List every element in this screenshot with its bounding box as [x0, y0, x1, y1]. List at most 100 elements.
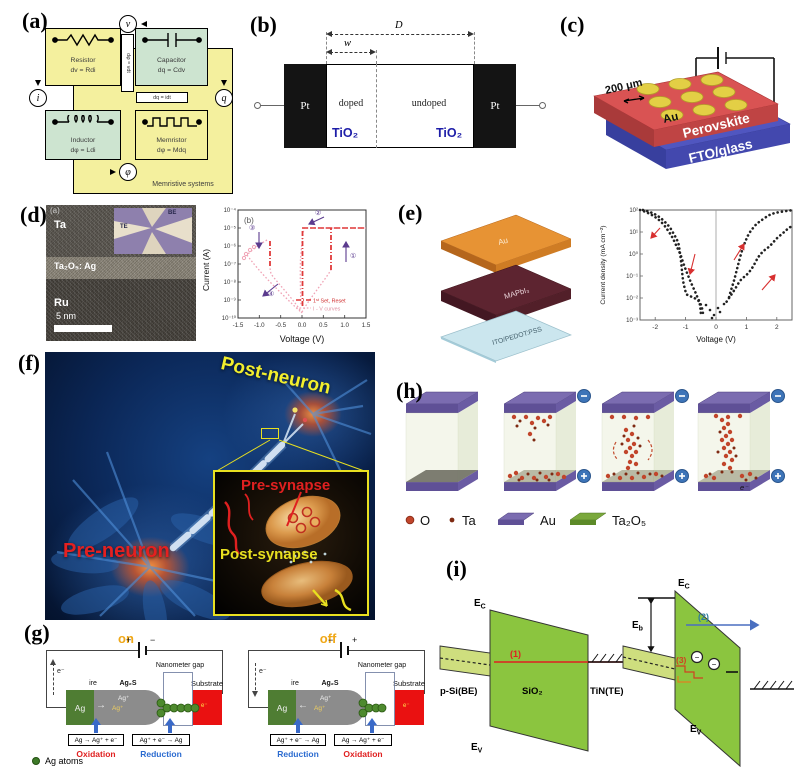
svg-text:10⁻⁶: 10⁻⁶: [224, 243, 237, 250]
plot-legend: 1ˢᵗ Set, Reset I - V curves: [296, 299, 346, 313]
memristor-label: Memristor dφ = Mdq: [156, 137, 187, 154]
reduction-label: Reduction: [277, 749, 319, 759]
band-diagram-equilibrium: EC EV (1) p-Si(BE) SiO₂ TiN(TE): [439, 598, 647, 755]
left-wire-stub: [248, 707, 268, 708]
svg-text:10⁻²: 10⁻²: [626, 296, 638, 302]
battery-circuit-icon: [695, 47, 775, 126]
migration-arc-icons: [612, 439, 653, 461]
battery-minus-sign: −: [150, 635, 156, 645]
ta2o5-legend-icon: [569, 512, 607, 525]
dim-w-arrow: [330, 52, 372, 53]
fermi-level-dashed: [439, 657, 491, 666]
guide-left: [326, 32, 327, 64]
dim-w-arrowhead-left-icon: [326, 49, 332, 55]
eb-label: Eb: [632, 620, 643, 633]
right-wire: [222, 650, 223, 694]
dim-D-arrowhead-left-icon: [326, 31, 332, 37]
neurotransmitter-dots: [283, 550, 327, 564]
terminal-spark-yellow-icon: [292, 407, 298, 413]
au-pads: [636, 74, 748, 121]
post-synapse-terminal: [261, 560, 353, 608]
substrate-electron-label: e⁻: [403, 703, 410, 709]
inset-callout-lines: [214, 439, 368, 473]
tio2-left-label: TiO₂: [332, 126, 359, 140]
node-phi: φ: [119, 163, 137, 181]
p-si-band: [439, 645, 491, 677]
electron-arrow-up-icon: [50, 659, 56, 665]
y-axis-label: Current density (mA cm⁻²): [600, 225, 607, 304]
inductor-symbol-icon: [52, 115, 114, 125]
ru-layer-label: Ru: [54, 297, 69, 309]
substrate-label: Substrate: [190, 679, 224, 688]
svg-text:0.5: 0.5: [319, 322, 328, 329]
ag-electrode: Ag: [268, 690, 296, 725]
tick-marks: [237, 209, 367, 319]
post-synapse-squiggle-icon: [312, 588, 352, 612]
svg-text:10⁻³: 10⁻³: [626, 318, 638, 324]
top-wire-left: [46, 650, 138, 651]
oxidation-arrow-stem: [370, 725, 374, 733]
svg-text:2: 2: [775, 324, 779, 331]
wire-label: ire: [291, 680, 299, 687]
svg-text:10²: 10²: [629, 208, 638, 214]
electron-flow-line: [53, 663, 54, 695]
device-cell-filament-growth: [601, 389, 689, 492]
node-v: v: [119, 15, 137, 33]
wire-label: ire: [89, 680, 97, 687]
off-state-label: off: [319, 631, 337, 646]
svg-text:-0.5: -0.5: [275, 322, 286, 329]
ag-ion-label-2: Ag⁺: [314, 705, 326, 712]
electron-flow-line: [255, 663, 256, 695]
scale-arrow-icon: [623, 95, 645, 104]
svg-text:-1.5: -1.5: [233, 322, 244, 329]
ion-flow-arrow-icon: →: [96, 700, 106, 711]
inductor-box: [45, 110, 121, 160]
panel-g-on: on + − e⁻ ire Ag₂S Nanometer gap Substra…: [46, 631, 242, 762]
svg-text:0: 0: [714, 324, 718, 331]
dendrite-petals: [51, 497, 240, 620]
svg-text:③: ③: [249, 224, 255, 232]
device-cell-filament-complete: e⁻: [697, 389, 785, 492]
x-tick-labels: -2 -1 0 1 2: [652, 324, 779, 331]
nanometer-gap-label: Nanometer gap: [155, 662, 205, 669]
panel-d-label: (d): [20, 202, 47, 227]
nanometer-gap-box: [365, 672, 395, 726]
pre-neuron-label: Pre-neuron: [63, 540, 170, 562]
ta-legend-icon: [449, 517, 455, 523]
resistor-symbol-icon: [52, 33, 114, 47]
ag2s-wire-body: [94, 690, 163, 725]
capacitor-box: [135, 28, 208, 86]
scalebar-label: 5 nm: [56, 311, 77, 321]
tio2-right-label: TiO₂: [436, 126, 463, 140]
ta-legend-label: Ta: [462, 513, 477, 528]
panel-e-jv-plot: 10² 10¹ 10⁰ 10⁻¹ 10⁻² 10⁻³ -2 -1 0 1 2 C…: [600, 208, 793, 344]
lead-left: [260, 105, 284, 106]
ag-ion-label-2: Ag⁺: [112, 705, 124, 712]
left-wire: [46, 650, 47, 707]
svg-text:10⁻⁷: 10⁻⁷: [224, 261, 236, 268]
guide-right: [474, 32, 475, 64]
legend-set-reset: 1ˢᵗ Set, Reset: [313, 299, 346, 305]
svg-text:10⁻⁴: 10⁻⁴: [224, 207, 237, 214]
reduction-arrow-stem: [296, 725, 300, 733]
ag2s-wire-body: [296, 690, 365, 725]
plus-charge-icon: [577, 469, 591, 483]
memristive-systems-label: Memristive systems: [152, 181, 214, 188]
sio2-barrier: [489, 609, 589, 752]
oxidation-arrow-icon: [91, 718, 101, 725]
panel-d-iv-plot: 10⁻⁴ 10⁻⁵ 10⁻⁶ 10⁻⁷ 10⁻⁸ 10⁻⁹ 10⁻¹⁰ -1.5…: [201, 207, 371, 344]
panel-d-tem: (a) Ta Ta₂O₅: Ag Ru 5 nm BE TE: [46, 205, 196, 341]
electron-minus-2: −: [712, 660, 717, 669]
battery-minus-sign: −: [328, 635, 334, 645]
p-si-label: p-Si(BE): [440, 686, 477, 697]
charge-current-link-label: dq = idt: [153, 94, 171, 101]
ec-left-label: EC: [474, 598, 486, 611]
panel-a-label: (a): [22, 8, 48, 33]
reduction-label: Reduction: [140, 749, 182, 759]
hopping-electrons: − −: [690, 650, 738, 673]
dim-w-arrowhead-right-icon: [370, 49, 376, 55]
svg-text:10⁻⁵: 10⁻⁵: [224, 225, 237, 232]
left-wire: [248, 650, 249, 707]
trap-hopping-steps: [676, 665, 703, 683]
